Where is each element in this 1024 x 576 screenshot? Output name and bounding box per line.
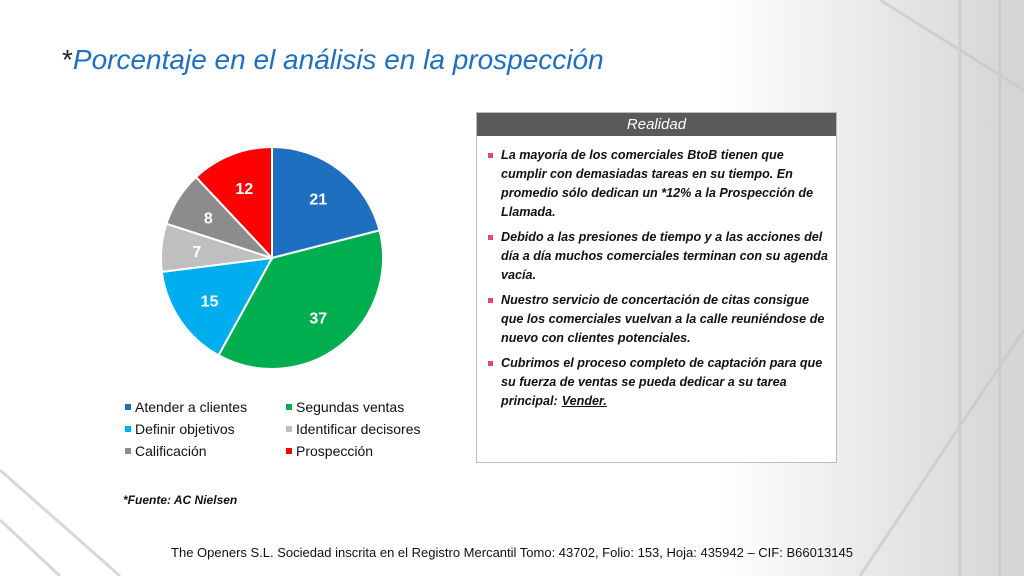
bullet: Nuestro servicio de concertación de cita… — [488, 291, 830, 348]
legend-swatch — [286, 404, 292, 410]
bullet-text: Cubrimos el proceso completo de captació… — [501, 356, 823, 408]
data-label: 7 — [192, 244, 201, 261]
pie-slice — [217, 229, 384, 370]
legend-swatch — [286, 448, 292, 454]
data-label: 12 — [235, 181, 253, 198]
data-label: 8 — [204, 211, 213, 228]
bullet: Debido a las presiones de tiempo y a las… — [488, 228, 830, 285]
legend-swatch — [125, 426, 131, 432]
bullet-link: Vender. — [561, 394, 607, 408]
footer: The Openers S.L. Sociedad inscrita en el… — [171, 545, 853, 560]
legend-swatch — [125, 404, 131, 410]
data-label: 21 — [309, 191, 327, 208]
legend-label: Prospección — [296, 443, 373, 459]
legend-label: Identificar decisores — [296, 421, 421, 437]
legend-label: Definir objetivos — [135, 421, 235, 437]
legend-label: Calificación — [135, 443, 207, 459]
source-note: *Fuente: AC Nielsen — [123, 493, 237, 507]
reality-panel: Realidad La mayoría de los comerciales B… — [476, 112, 837, 463]
slide-title: *Porcentaje en el análisis en la prospec… — [62, 44, 604, 76]
data-label: 15 — [201, 293, 219, 310]
legend-swatch — [286, 426, 292, 432]
title-text: Porcentaje en el análisis en la prospecc… — [72, 44, 604, 75]
legend-label: Atender a clientes — [135, 399, 247, 415]
pie-slice — [271, 145, 381, 260]
legend-label: Segundas ventas — [296, 399, 404, 415]
bullet: La mayoría de los comerciales BtoB tiene… — [488, 146, 830, 222]
legend-swatch — [125, 448, 131, 454]
bullet-list: La mayoría de los comerciales BtoB tiene… — [477, 146, 836, 411]
panel-header: Realidad — [477, 113, 836, 136]
title-prefix: * — [62, 44, 73, 75]
data-label: 37 — [309, 311, 327, 328]
pie-slice — [194, 145, 273, 261]
pie-slice — [160, 256, 274, 357]
pie-chart: *Fuente: AC Nielsen 21 37 15 78 12 Atender a … — [123, 145, 421, 507]
bullet: Cubrimos el proceso completo de captació… — [488, 354, 830, 411]
